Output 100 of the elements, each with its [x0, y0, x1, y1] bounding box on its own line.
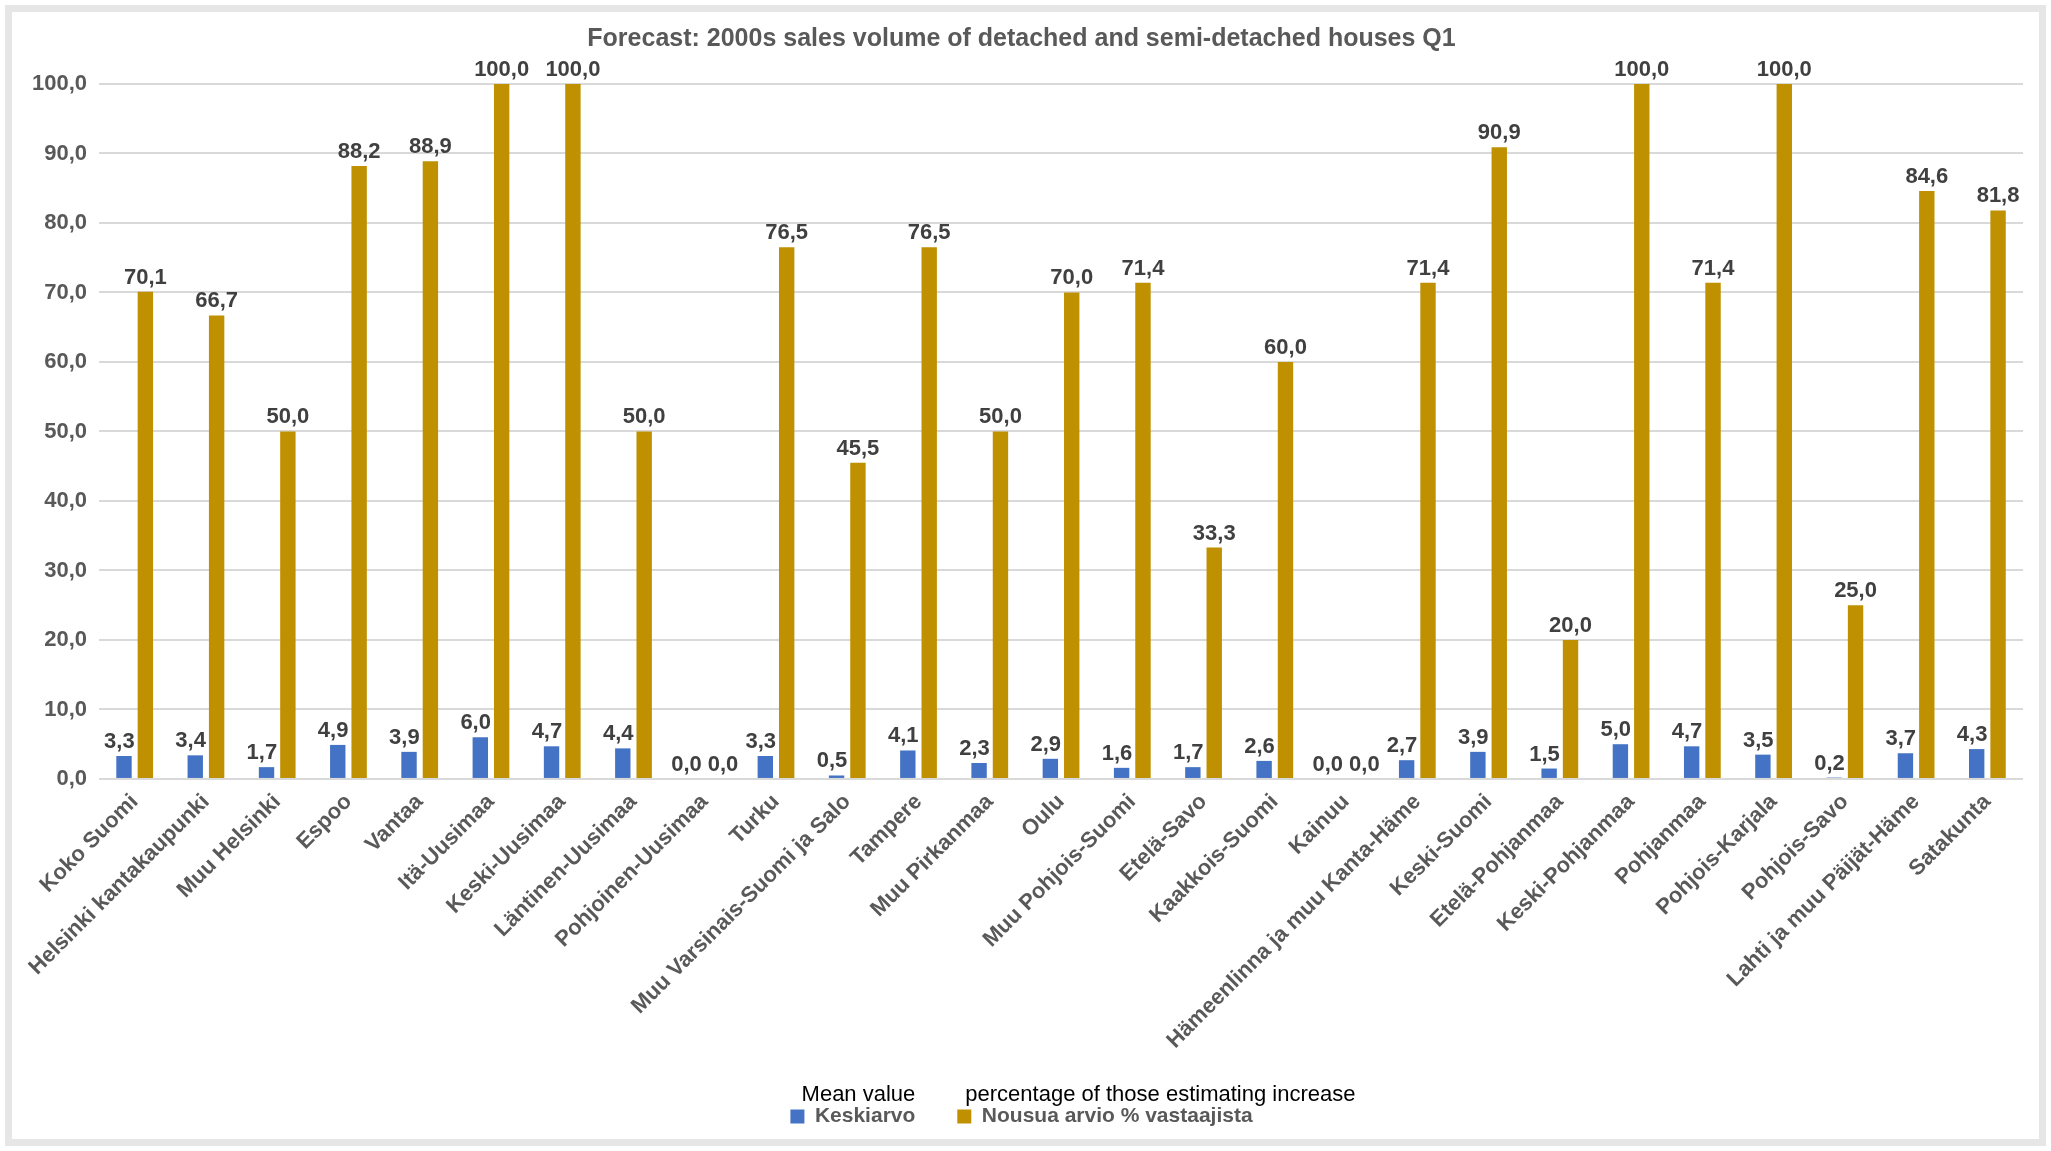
data-label: 4,7	[531, 718, 563, 744]
data-label: 0,0	[707, 750, 739, 776]
bar	[208, 315, 225, 778]
bar	[1919, 191, 1935, 778]
data-label: 100,0	[1756, 56, 1812, 81]
bar	[971, 762, 987, 778]
bar	[1113, 767, 1130, 778]
y-tick-label: 100,0	[31, 70, 88, 96]
data-label: 50,0	[266, 403, 310, 429]
y-tick-label: 80,0	[44, 209, 88, 235]
bar	[493, 84, 510, 778]
bar	[1185, 767, 1201, 778]
data-label: 33,3	[1192, 519, 1236, 545]
bar	[1398, 760, 1415, 778]
data-label: 1,5	[1529, 740, 1560, 766]
data-label: 0,0	[671, 750, 702, 776]
bar	[187, 755, 203, 778]
bar	[1541, 768, 1557, 778]
data-label: 1,7	[246, 739, 278, 765]
data-label: 4,7	[1671, 718, 1703, 744]
data-label: 6,0	[460, 709, 491, 735]
data-label: 50,0	[979, 403, 1022, 429]
data-label: 45,5	[836, 434, 880, 460]
data-label: 4,1	[887, 722, 919, 748]
y-tick-label: 0,0	[56, 765, 88, 791]
data-label: 25,0	[1834, 577, 1877, 603]
bar	[472, 737, 488, 778]
y-tick-label: 90,0	[44, 139, 88, 165]
data-label: 76,5	[765, 219, 809, 245]
data-label: 71,4	[1121, 254, 1166, 280]
y-tick-label: 20,0	[44, 626, 88, 652]
data-label: 20,0	[1549, 611, 1592, 637]
bar	[116, 756, 132, 778]
bar	[921, 247, 937, 778]
text: percentage of those estimating increase	[965, 1081, 1356, 1106]
bar	[565, 84, 581, 778]
data-label: 70,0	[1050, 264, 1094, 290]
data-label: 4,4	[602, 720, 635, 746]
data-label: 84,6	[1905, 163, 1949, 189]
bar	[280, 431, 296, 778]
bar	[778, 247, 795, 778]
bar	[137, 291, 154, 778]
bar	[1968, 749, 1985, 778]
bar	[1847, 605, 1864, 778]
bar	[1562, 639, 1579, 778]
data-label: 3,9	[389, 723, 420, 749]
bar	[1755, 754, 1771, 778]
data-label: 70,1	[123, 263, 167, 289]
data-label: 1,7	[1172, 739, 1204, 765]
data-label: 3,4	[175, 727, 207, 753]
y-tick-label: 40,0	[44, 487, 88, 513]
y-tick-label: 30,0	[44, 556, 88, 582]
bar	[258, 767, 275, 778]
bar	[543, 746, 560, 778]
bar	[1683, 746, 1700, 778]
data-label: 1,6	[1101, 739, 1133, 765]
chart-title: Forecast: 2000s sales volume of detached and semi-detached houses Q1	[587, 22, 1456, 51]
data-label: 2,3	[959, 734, 990, 760]
bar	[757, 756, 774, 778]
data-label: 88,9	[408, 133, 452, 159]
data-label: 81,8	[1976, 182, 2020, 208]
bar	[1256, 760, 1272, 778]
data-label: 88,2	[337, 138, 381, 164]
data-label: 0,2	[1814, 749, 1845, 775]
bar	[1470, 751, 1486, 778]
bar	[1990, 210, 2006, 778]
y-tick-label: 10,0	[44, 695, 88, 721]
data-label: 0,0	[1349, 750, 1380, 776]
data-label: 3,3	[104, 728, 135, 754]
bar	[351, 166, 367, 778]
data-label: 2,6	[1244, 732, 1275, 758]
data-label: 100,0	[1614, 56, 1670, 81]
bar	[1612, 744, 1629, 778]
data-label: 66,7	[195, 287, 239, 313]
bar	[900, 750, 916, 778]
data-label: 71,4	[1691, 254, 1736, 280]
data-label: 4,9	[317, 716, 349, 742]
data-label: 3,5	[1743, 726, 1774, 752]
data-label: 76,5	[907, 219, 951, 245]
y-tick-label: 50,0	[44, 417, 88, 443]
data-label: 0,5	[816, 747, 848, 773]
data-label: 100,0	[545, 56, 601, 81]
bar	[1042, 758, 1059, 778]
bar	[422, 161, 439, 778]
bar	[1135, 282, 1151, 778]
data-label: 71,4	[1406, 254, 1451, 280]
bar	[615, 748, 631, 778]
data-label: 4,3	[1956, 721, 1988, 747]
bar	[330, 744, 346, 778]
data-label: 0,0	[1312, 750, 1344, 776]
bar	[1491, 147, 1507, 778]
bar	[1776, 84, 1792, 778]
data-label: 90,9	[1477, 119, 1521, 145]
bar	[828, 775, 845, 778]
bar	[850, 462, 866, 778]
y-tick-label: 70,0	[44, 278, 88, 304]
data-label: 50,0	[622, 403, 666, 429]
data-label: 3,9	[1457, 723, 1489, 749]
bar	[1634, 84, 1650, 778]
bar	[1897, 753, 1914, 778]
